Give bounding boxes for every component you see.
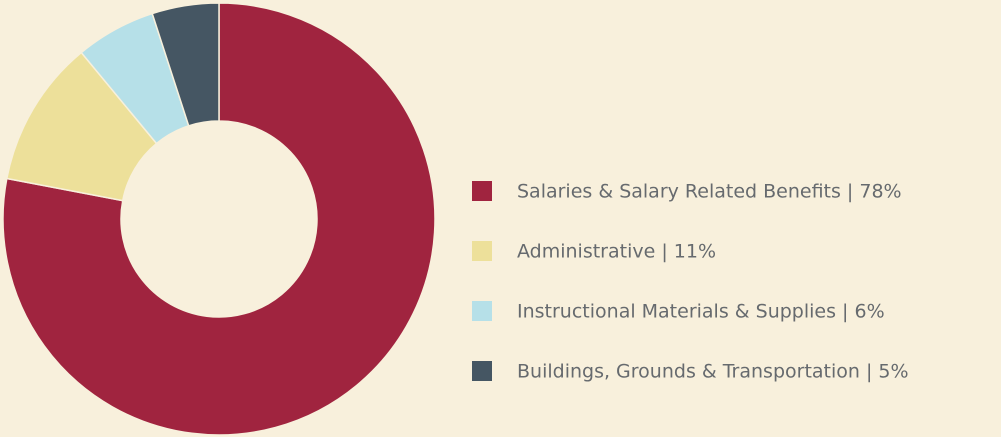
legend-swatch (472, 361, 492, 381)
donut-slice (2, 2, 436, 436)
legend-label: Buildings, Grounds & Transportation | 5% (517, 361, 909, 383)
legend-label: Administrative | 11% (517, 241, 716, 263)
donut-slice (151, 2, 220, 127)
legend-swatch (472, 241, 492, 261)
legend-swatch (472, 181, 492, 201)
legend-label: Instructional Materials & Supplies | 6% (517, 301, 885, 323)
legend-swatch (472, 301, 492, 321)
legend-label: Salaries & Salary Related Benefits | 78% (517, 181, 902, 203)
